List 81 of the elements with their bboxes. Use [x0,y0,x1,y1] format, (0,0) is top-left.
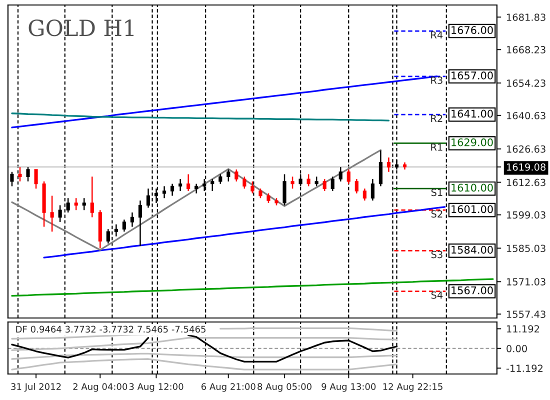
candlestick [18,166,22,182]
candlestick [162,186,166,199]
line-series [11,358,398,370]
candlestick [114,224,118,237]
candlestick [122,219,126,232]
x-tick-label: 6 Aug 21:00 [201,383,256,392]
candlestick [186,174,190,192]
x-tick-label: 31 Jul 2012 [11,383,61,392]
candlestick [170,183,174,196]
candlestick [50,195,54,232]
candlestick [266,192,270,204]
annotation: R1 [431,144,442,151]
candlestick [34,168,38,190]
candlestick [90,176,94,218]
candlestick [58,204,62,223]
candlestick [226,168,230,182]
candlestick [26,166,30,182]
candlestick [242,176,246,190]
line-series [11,149,382,251]
annotation: S2 [431,210,442,218]
y-tick-label: 1681.83 [507,14,546,21]
y-tick-label: 1626.63 [507,145,546,153]
candlestick [178,178,182,192]
line-series [11,278,494,297]
y-tick-label: 1654.23 [507,79,546,87]
annotation: R4 [431,31,443,38]
candlestick [290,176,294,190]
line-series [11,337,398,352]
ref-line-label: 1584.00 [452,246,493,254]
candlestick [330,176,334,192]
candlestick [370,178,374,202]
candlestick [82,198,86,211]
annotation: S3 [431,250,442,258]
y-tick-label: 1557.43 [507,310,546,318]
candlestick [130,212,134,228]
candlestick [378,150,382,187]
y-tick-label: 1612.63 [507,178,546,186]
ref-line-label: 1629.00 [452,138,493,146]
y-tick-label: 11.192 [507,325,539,333]
text: GOLD H1 [28,19,134,36]
candlestick [258,188,262,199]
candlestick [322,178,326,192]
annotation: S1 [431,188,442,196]
line-series [11,112,390,122]
candlestick [210,178,214,192]
ref-line-label: 1610.00 [452,184,493,192]
y-tick-label: 1640.63 [507,112,546,120]
x-tick-label: 3 Aug 12:00 [129,383,184,392]
ref-line-label: 1601.00 [452,205,493,214]
candlestick [362,188,366,202]
candlestick [234,168,238,182]
ref-line-label: 1657.00 [452,72,493,80]
chart-title: DF 0.9464 3.7732 -3.7732 7.5465 -7.5465 [16,326,206,333]
annotation: R2 [431,114,442,122]
candlestick [314,176,318,187]
candlestick [306,174,310,187]
ref-line-label: 1641.00 [452,110,493,118]
y-tick-label: -11.192 [506,364,543,372]
y-tick-label: 1599.03 [507,211,546,219]
ref-line-label: 1567.00 [452,286,493,294]
ref-line-label: 1676.00 [452,26,493,34]
x-tick-label: 2 Aug 04:00 [73,383,128,392]
candlestick [338,166,342,182]
y-tick-label: 1619.08 [507,163,546,171]
candlestick [354,178,358,194]
x-tick-label: 9 Aug 13:00 [322,383,376,392]
candlestick [138,200,142,247]
y-tick-label: 1571.03 [507,278,546,286]
y-tick-label: 1668.23 [507,46,546,54]
candlestick [74,198,78,211]
candlestick [282,174,286,206]
candlestick [386,156,391,173]
candlestick [218,174,222,184]
annotation: S4 [431,291,443,299]
y-tick-label: 0.00 [506,344,527,352]
line-series [43,206,446,258]
candlestick [194,183,198,194]
y-tick-label: 1585.03 [507,244,546,252]
x-tick-label: 12 Aug 22:15 [383,383,442,392]
x-tick-label: 8 Aug 05:00 [258,383,312,392]
annotation: R3 [431,76,442,84]
